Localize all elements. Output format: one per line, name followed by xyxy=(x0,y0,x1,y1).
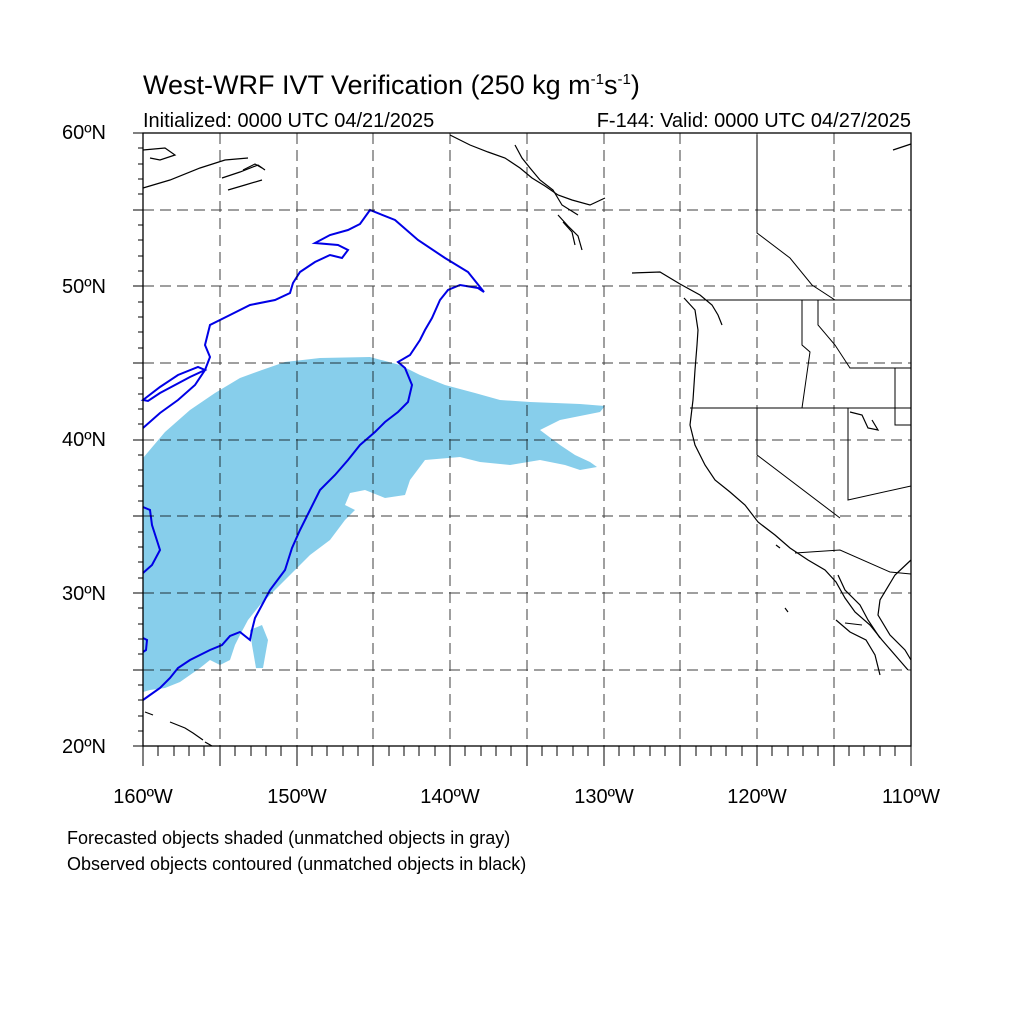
graticule xyxy=(143,133,911,746)
chart-title: West-WRF IVT Verification (250 kg m-1s-1… xyxy=(143,70,640,100)
lon-label-160w: 160ºW xyxy=(113,786,173,808)
observed-contour-inner xyxy=(140,365,208,403)
lon-label-120w: 120ºW xyxy=(727,786,787,808)
lat-label-60n: 60ºN xyxy=(62,122,106,144)
observed-contour-west-small xyxy=(142,637,149,653)
lon-label-150w: 150ºW xyxy=(267,786,327,808)
init-time-label: Initialized: 0000 UTC 04/21/2025 xyxy=(143,110,435,132)
lat-label-30n: 30ºN xyxy=(62,583,106,605)
lat-label-20n: 20ºN xyxy=(62,736,106,758)
forecast-ivt-lobe xyxy=(250,625,268,668)
lat-label-50n: 50ºN xyxy=(62,276,106,298)
forecast-ivt-object xyxy=(143,357,605,692)
observed-contour-west xyxy=(142,506,162,574)
observed-contour-main xyxy=(142,208,485,701)
axis-ticks xyxy=(133,132,912,766)
legend-notes: Forecasted objects shaded (unmatched obj… xyxy=(67,825,526,877)
lon-label-140w: 140ºW xyxy=(420,786,480,808)
forecast-note: Forecasted objects shaded (unmatched obj… xyxy=(67,828,511,848)
lon-label-110w: 110ºW xyxy=(881,786,941,808)
observed-ivt-contours xyxy=(140,208,485,701)
valid-time-label: F-144: Valid: 0000 UTC 04/27/2025 xyxy=(596,110,911,132)
lon-label-130w: 130ºW xyxy=(574,786,634,808)
political-borders xyxy=(690,135,912,626)
lat-label-40n: 40ºN xyxy=(62,429,106,451)
observed-note: Observed objects contoured (unmatched ob… xyxy=(67,854,527,874)
coastlines xyxy=(142,134,912,747)
